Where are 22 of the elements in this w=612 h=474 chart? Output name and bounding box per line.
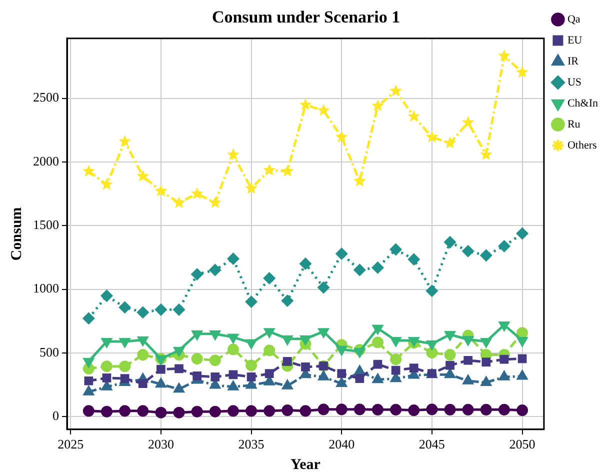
legend-label: Others [567,139,597,152]
y-axis-title: Consum [8,206,25,261]
legend-label: Qa [567,13,580,26]
x-tick-label: 2045 [418,436,445,452]
legend-label: US [567,76,582,88]
x-tick-label: 2030 [148,436,174,452]
y-tick-label: 0 [52,408,59,424]
x-axis-title: Year [290,456,321,473]
legend-label: Ch&In [567,97,598,110]
x-tick-label: 2035 [238,436,264,452]
x-tick-label: 2040 [328,436,355,452]
y-tick-label: 2500 [33,90,59,105]
y-tick-label: 1000 [33,280,59,296]
y-tick-label: 500 [40,344,59,360]
legend-label: EU [567,34,582,46]
y-tick-label: 1500 [33,217,59,232]
y-tick-label: 2000 [33,153,59,168]
legend-label: IR [567,55,580,68]
x-tick-label: 2025 [58,436,84,452]
legend-label: Ru [567,118,581,130]
x-tick-label: 2050 [509,436,536,452]
chart-title: Consum under Scenario 1 [212,8,400,27]
